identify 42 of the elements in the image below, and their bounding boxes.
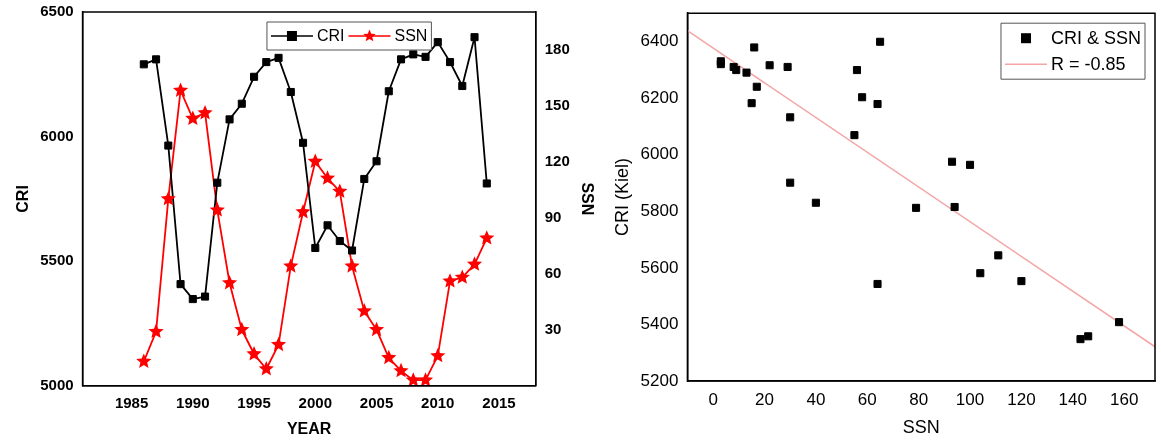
y-tick-label: 5500 <box>40 251 74 269</box>
y-tick-label: 6000 <box>40 126 74 144</box>
y-tick-label: 5400 <box>640 314 679 334</box>
x-tick-label: 2000 <box>298 393 332 411</box>
x-tick-label: 140 <box>1058 389 1087 409</box>
y-axis-title: CRI <box>14 185 32 213</box>
x-tick-label: 1990 <box>176 393 210 411</box>
y2-tick-label: 150 <box>544 95 570 113</box>
x-tick-label: 1995 <box>237 393 271 411</box>
x-tick-label: 2005 <box>359 393 394 411</box>
y2-axis-title: SSN <box>578 182 596 216</box>
x-tick-label: 0 <box>708 389 718 409</box>
y-tick-label: 5800 <box>640 200 679 220</box>
y2-tick-label: 60 <box>544 263 562 281</box>
x-tick-label: 80 <box>909 389 929 409</box>
y-tick-label: 6400 <box>640 31 679 51</box>
y2-tick-label: 180 <box>544 39 570 57</box>
y-tick-label: 5000 <box>40 375 74 393</box>
y2-tick-label: 120 <box>544 151 570 169</box>
y-axis-title: CRI (Kiel) <box>611 158 632 237</box>
x-tick-label: 40 <box>806 389 826 409</box>
y-tick-label: 6000 <box>640 144 679 164</box>
legend-label: SSN <box>394 27 428 45</box>
y-tick-label: 5600 <box>640 257 679 277</box>
y-tick-label: 6500 <box>40 2 74 20</box>
y2-tick-label: 90 <box>544 207 562 225</box>
legend-label: CRI & SSN <box>1050 28 1142 49</box>
y-tick-label: 6200 <box>640 87 679 107</box>
x-tick-label: 120 <box>1007 389 1036 409</box>
y2-tick-label: 30 <box>544 319 562 337</box>
x-tick-label: 160 <box>1109 389 1139 409</box>
x-axis-title: YEAR <box>286 419 332 437</box>
x-axis-title: SSN <box>902 417 940 438</box>
x-tick-label: 100 <box>955 389 985 409</box>
legend-label: R = -0.85 <box>1050 54 1126 75</box>
legend-label: CRI <box>316 27 345 45</box>
x-tick-label: 60 <box>857 389 877 409</box>
x-tick-label: 2015 <box>482 393 516 411</box>
x-tick-label: 1985 <box>114 393 149 411</box>
x-tick-label: 2010 <box>421 393 455 411</box>
y-tick-label: 5200 <box>640 370 679 390</box>
x-tick-label: 20 <box>755 389 774 409</box>
